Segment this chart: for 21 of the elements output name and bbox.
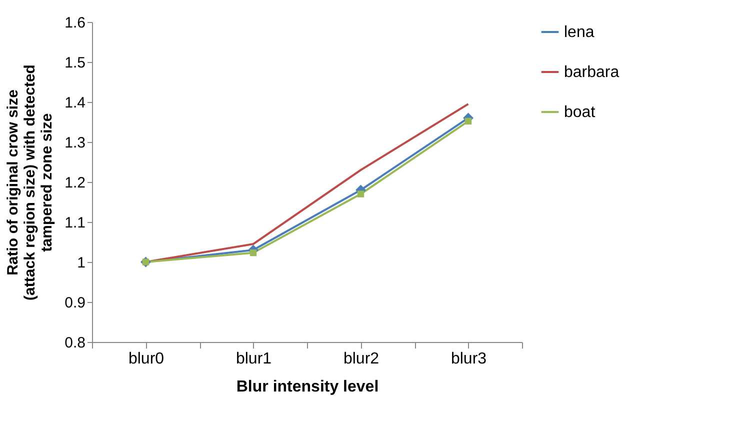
y-tick-label: 1.3 — [64, 134, 86, 152]
y-tick-label: 0.8 — [64, 334, 86, 352]
y-axis-title: Ratio of original crow size (attack region size) with detected tampered zone size — [4, 64, 56, 300]
y-tick-label: 1 — [77, 254, 86, 272]
legend-label: boat — [564, 104, 596, 121]
y-tick-label: 0.9 — [64, 294, 86, 312]
x-tick-label: blur1 — [236, 350, 272, 368]
y-tick-label: 1.2 — [64, 174, 86, 192]
legend-label: lena — [564, 24, 594, 41]
y-tick-label: 1.6 — [64, 14, 86, 32]
x-tick-label: blur2 — [343, 350, 380, 368]
x-tick-label: blur0 — [128, 350, 164, 368]
y-tick-label: 1.1 — [64, 214, 86, 232]
legend-label: barbara — [564, 64, 620, 81]
y-tick-label: 1.4 — [64, 94, 86, 112]
point — [250, 249, 257, 256]
x-axis-title: Blur intensity level — [236, 378, 379, 396]
point — [464, 118, 472, 125]
x-tick-label: blur3 — [450, 350, 487, 368]
y-tick-label: 1.5 — [64, 54, 86, 72]
point — [357, 190, 364, 198]
